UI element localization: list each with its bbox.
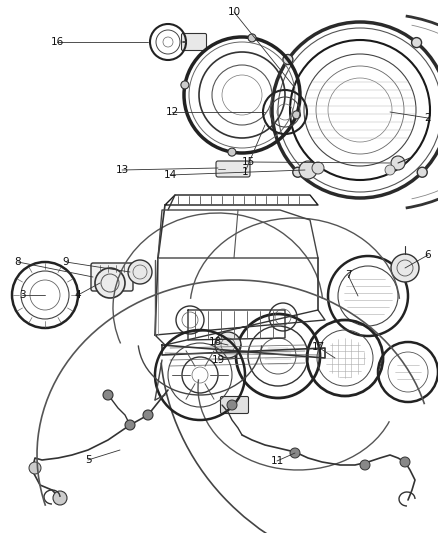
Text: 15: 15: [241, 157, 254, 167]
Text: 7: 7: [345, 270, 351, 280]
Circle shape: [293, 111, 300, 119]
Circle shape: [293, 167, 303, 177]
Circle shape: [391, 254, 419, 282]
Text: 18: 18: [208, 337, 222, 347]
FancyBboxPatch shape: [220, 397, 248, 414]
Circle shape: [143, 410, 153, 420]
Text: 6: 6: [425, 250, 431, 260]
Circle shape: [53, 491, 67, 505]
Circle shape: [128, 260, 152, 284]
Circle shape: [181, 81, 189, 89]
Circle shape: [391, 156, 405, 170]
FancyBboxPatch shape: [91, 263, 133, 291]
Circle shape: [29, 462, 41, 474]
Text: 10: 10: [227, 7, 240, 17]
Circle shape: [227, 400, 237, 410]
Circle shape: [299, 161, 317, 179]
Circle shape: [290, 448, 300, 458]
Text: 4: 4: [75, 290, 81, 300]
Text: 12: 12: [166, 107, 179, 117]
Text: 1: 1: [242, 167, 248, 177]
Circle shape: [400, 457, 410, 467]
FancyBboxPatch shape: [216, 161, 250, 177]
Circle shape: [312, 162, 324, 174]
FancyBboxPatch shape: [181, 34, 206, 51]
Text: 2: 2: [425, 113, 431, 123]
Circle shape: [228, 148, 236, 156]
Circle shape: [417, 167, 427, 177]
Text: 17: 17: [311, 342, 325, 352]
Text: 14: 14: [163, 170, 177, 180]
Circle shape: [283, 54, 293, 64]
Circle shape: [412, 38, 421, 47]
Circle shape: [385, 165, 395, 175]
Text: 8: 8: [15, 257, 21, 267]
Circle shape: [95, 268, 125, 298]
Circle shape: [103, 390, 113, 400]
Circle shape: [125, 420, 135, 430]
Circle shape: [248, 34, 256, 42]
Circle shape: [360, 460, 370, 470]
Text: 19: 19: [212, 355, 225, 365]
Circle shape: [215, 332, 241, 358]
Text: 13: 13: [115, 165, 129, 175]
Text: 16: 16: [50, 37, 64, 47]
Text: 9: 9: [63, 257, 69, 267]
Text: 5: 5: [85, 455, 91, 465]
Text: 11: 11: [270, 456, 284, 466]
Text: 3: 3: [19, 290, 25, 300]
